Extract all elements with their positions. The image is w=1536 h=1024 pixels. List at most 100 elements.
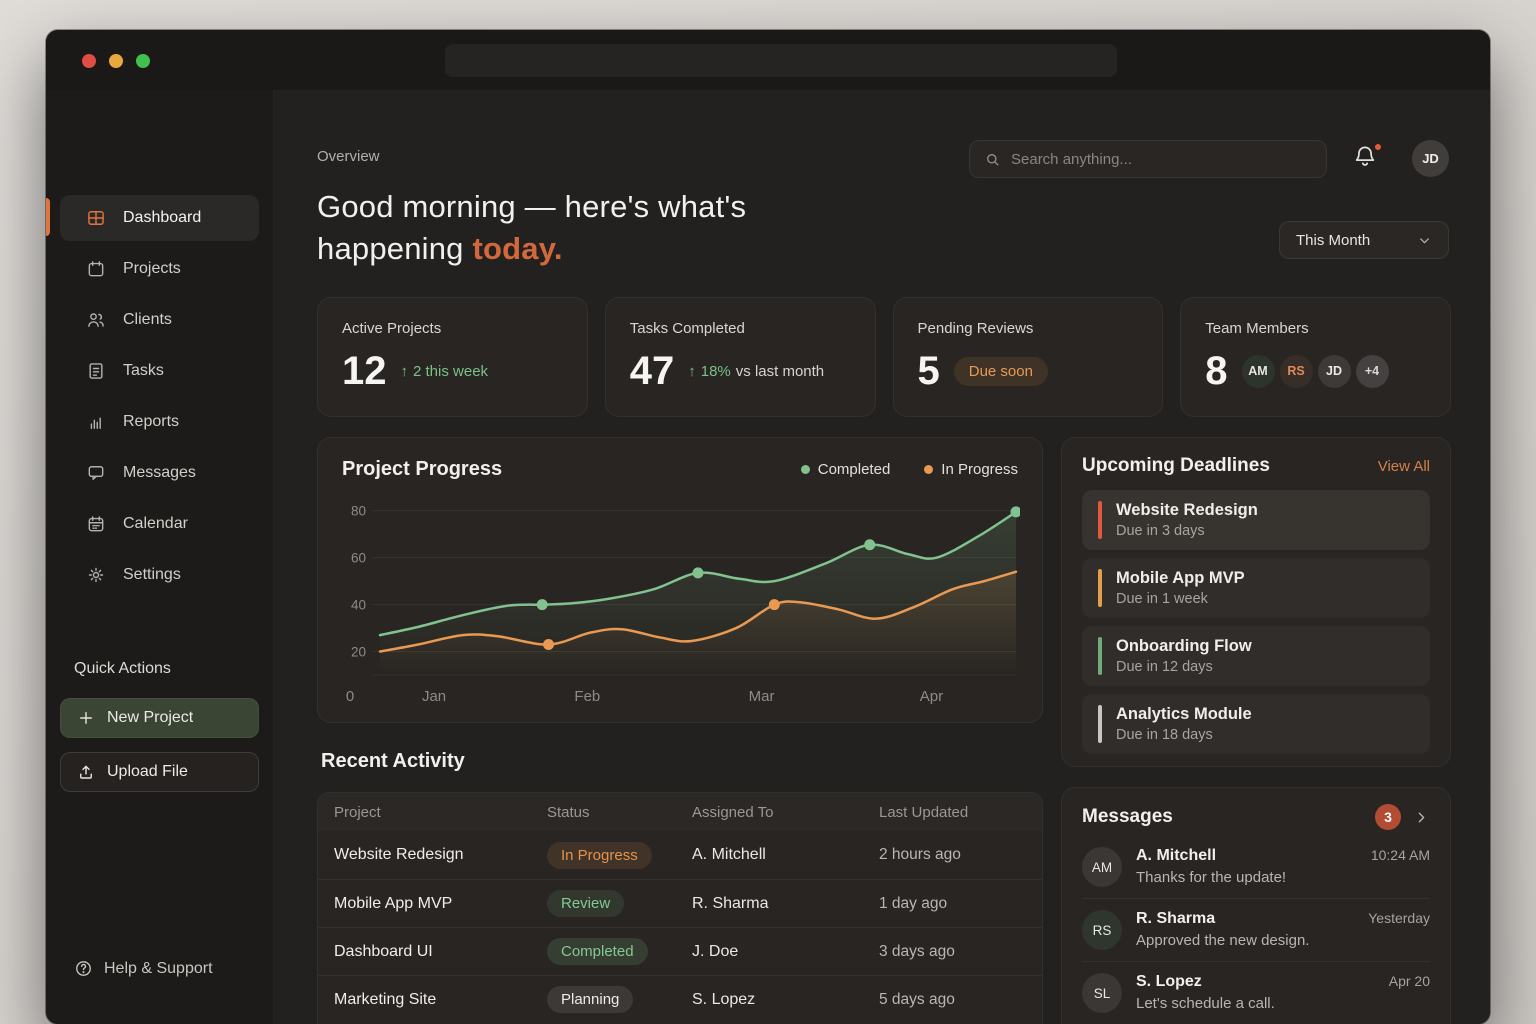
avatar-overflow-count[interactable]: +4 <box>1355 354 1389 388</box>
cell-assignee: R. Sharma <box>692 894 769 912</box>
stat-value: 5 <box>917 349 940 393</box>
zoom-button[interactable] <box>136 54 150 68</box>
messages-panel: Messages 3 AM A. Mitchell 10:24 AM Thanks … <box>1061 787 1451 1024</box>
table-row[interactable]: Marketing Site Planning S. Lopez 5 days … <box>318 975 1042 1023</box>
table-row[interactable]: Dashboard UI Completed J. Doe 3 days ago <box>318 927 1042 975</box>
help-support-link[interactable]: Help & Support <box>74 959 213 978</box>
stat-value: 8 <box>1205 349 1228 393</box>
stat-label: Pending Reviews <box>917 320 1034 337</box>
stat-card-pending-reviews: Pending Reviews 5 Due soon <box>892 297 1164 417</box>
new-project-button[interactable]: New Project <box>60 698 259 738</box>
sidebar-item-dashboard[interactable]: Dashboard <box>60 195 259 241</box>
sidebar-item-label: Settings <box>123 566 181 583</box>
stat-card-tasks-completed: Tasks Completed 47 ↑ 18% vs last month <box>604 297 876 417</box>
user-avatar[interactable]: JD <box>1412 140 1449 177</box>
cell-updated: 1 day ago <box>879 894 948 912</box>
help-icon <box>76 961 91 976</box>
arrow-up-icon: ↑ <box>688 362 696 380</box>
sender-name: S. Lopez <box>1136 973 1202 990</box>
cell-updated: 5 days ago <box>879 990 955 1008</box>
period-selector[interactable]: This Month <box>1279 221 1449 259</box>
cell-project: Marketing Site <box>334 990 437 1008</box>
stat-card-team-members: Team Members 8 AM RS JD +4 <box>1180 297 1451 417</box>
breadcrumb: Overview <box>317 148 380 165</box>
svg-text:Feb: Feb <box>574 688 600 705</box>
message-item[interactable]: SL S. Lopez Apr 20 Let's schedule a call. <box>1082 961 1430 1024</box>
stat-value: 47 <box>629 349 675 393</box>
avatar: AM <box>1082 847 1122 887</box>
avatar: RS <box>1279 354 1313 388</box>
search-icon <box>987 153 999 165</box>
svg-text:Apr: Apr <box>920 688 943 705</box>
upload-file-button[interactable]: Upload File <box>60 752 259 792</box>
deadline-name: Mobile App MVP <box>1116 569 1245 587</box>
stat-delta: ↑ 2 this week <box>400 362 489 380</box>
cell-project: Mobile App MVP <box>334 894 453 912</box>
sender-name: A. Mitchell <box>1136 847 1217 864</box>
sidebar-item-projects[interactable]: Projects <box>60 246 259 292</box>
upcoming-deadlines-panel: Upcoming Deadlines View All Website Rede… <box>1061 437 1451 767</box>
message-item[interactable]: RS R. Sharma Yesterday Approved the new de… <box>1082 898 1430 961</box>
settings-icon <box>88 567 104 583</box>
deadline-item[interactable]: Mobile App MVP Due in 1 week <box>1082 558 1430 618</box>
svg-text:Jan: Jan <box>422 688 446 705</box>
sidebar-item-calendar[interactable]: Calendar <box>60 501 259 547</box>
table-row[interactable]: Website Redesign In Progress A. Mitchell… <box>318 831 1042 879</box>
svg-text:Mar: Mar <box>749 688 775 705</box>
deadline-due: Due in 18 days <box>1116 727 1213 743</box>
titlebar-pill[interactable] <box>445 44 1117 77</box>
message-item[interactable]: AM A. Mitchell 10:24 AM Thanks for the upd… <box>1082 836 1430 898</box>
stat-label: Active Projects <box>342 320 442 337</box>
help-support-label: Help & Support <box>104 959 213 977</box>
sidebar-item-settings[interactable]: Settings <box>60 552 259 598</box>
cell-assignee: A. Mitchell <box>692 846 766 863</box>
stat-value: 12 <box>342 349 387 393</box>
column-header: Status <box>547 803 590 821</box>
column-header: Project <box>334 803 381 821</box>
cell-updated: 2 hours ago <box>879 846 961 863</box>
notifications-button[interactable] <box>1352 142 1384 175</box>
cell-updated: 3 days ago <box>879 942 955 960</box>
svg-text:20: 20 <box>351 645 366 660</box>
deadline-item[interactable]: Onboarding Flow Due in 12 days <box>1082 626 1430 686</box>
main-content: Overview Good morning — here's what's hap… <box>274 90 1490 1024</box>
message-time: Yesterday <box>1368 910 1430 926</box>
view-all-link[interactable]: View All <box>1377 457 1430 475</box>
upload-icon <box>80 765 92 779</box>
unread-count-badge: 3 <box>1375 804 1401 830</box>
messages-icon <box>88 466 104 480</box>
sender-name: R. Sharma <box>1136 910 1216 927</box>
deadline-name: Analytics Module <box>1116 705 1252 723</box>
close-button[interactable] <box>82 54 96 68</box>
stat-delta: ↑ 18% vs last month <box>688 362 825 380</box>
sidebar-item-tasks[interactable]: Tasks <box>60 348 259 394</box>
bell-icon <box>1355 146 1375 166</box>
chevron-right-icon[interactable] <box>1413 809 1430 826</box>
sidebar-item-messages[interactable]: Messages <box>60 450 259 496</box>
quick-actions-label: Quick Actions <box>74 660 171 677</box>
deadline-name: Onboarding Flow <box>1116 637 1252 655</box>
stat-card-active-projects: Active Projects 12 ↑ 2 this week <box>317 297 588 417</box>
sidebar-item-label: Tasks <box>123 362 164 379</box>
cell-project: Website Redesign <box>334 846 464 863</box>
column-header: Last Updated <box>879 803 969 821</box>
greeting-line2: happening <box>317 231 464 267</box>
stat-label: Tasks Completed <box>629 320 745 337</box>
sidebar-item-reports[interactable]: Reports <box>60 399 259 445</box>
priority-bar <box>1098 705 1102 743</box>
sidebar-item-clients[interactable]: Clients <box>60 297 259 343</box>
svg-text:80: 80 <box>351 504 366 519</box>
deadline-item[interactable]: Website Redesign Due in 3 days <box>1082 490 1430 550</box>
arrow-up-icon: ↑ <box>400 362 409 380</box>
search-input[interactable] <box>1011 150 1312 168</box>
svg-text:40: 40 <box>351 598 366 613</box>
minimize-button[interactable] <box>109 54 123 68</box>
table-row[interactable]: Mobile App MVP Review R. Sharma 1 day ag… <box>318 879 1042 927</box>
panel-title: Upcoming Deadlines <box>1082 455 1270 476</box>
cell-project: Dashboard UI <box>334 942 433 960</box>
priority-bar <box>1098 501 1102 539</box>
priority-bar <box>1098 637 1102 675</box>
deadline-item[interactable]: Analytics Module Due in 18 days <box>1082 694 1430 754</box>
chart-title: Project Progress <box>342 458 503 480</box>
deadline-due: Due in 3 days <box>1116 523 1205 539</box>
